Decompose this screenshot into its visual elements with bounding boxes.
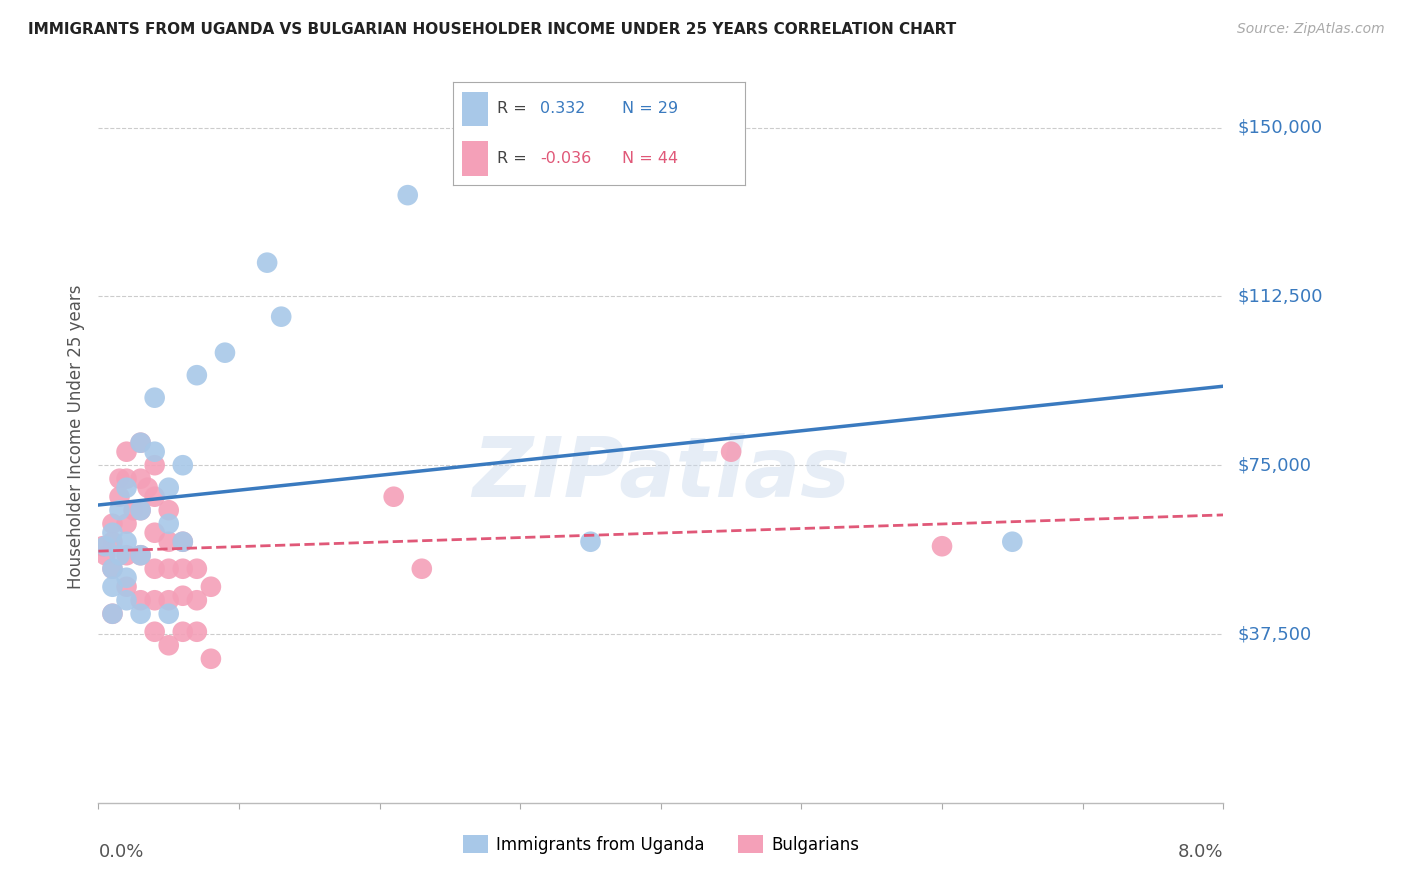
Point [129,435,152,450]
Y-axis label: Householder Income Under 25 years: Householder Income Under 25 years [66,285,84,590]
Point [108,503,131,517]
Point [129,548,152,562]
Point [129,472,152,486]
Point [157,516,180,531]
Point [129,607,152,621]
Point [186,368,208,383]
Point [101,562,124,576]
Text: $75,000: $75,000 [1237,456,1312,475]
Text: IMMIGRANTS FROM UGANDA VS BULGARIAN HOUSEHOLDER INCOME UNDER 25 YEARS CORRELATIO: IMMIGRANTS FROM UGANDA VS BULGARIAN HOUS… [28,22,956,37]
Point [115,534,138,549]
Point [143,444,166,458]
Point [931,539,953,553]
Point [143,458,166,473]
Point [122,503,145,517]
Point [720,444,742,458]
Point [172,562,194,576]
Point [214,345,236,359]
Point [186,562,208,576]
Point [94,548,117,562]
Point [101,525,124,540]
Text: $37,500: $37,500 [1237,625,1312,643]
Point [115,444,138,458]
Point [157,503,180,517]
Text: $112,500: $112,500 [1237,287,1323,305]
Point [382,490,405,504]
Point [172,534,194,549]
Point [157,534,180,549]
Point [91,539,114,553]
Point [143,562,166,576]
Point [200,580,222,594]
Point [172,458,194,473]
Point [115,593,138,607]
Point [129,593,152,607]
Point [136,481,159,495]
Legend: Immigrants from Uganda, Bulgarians: Immigrants from Uganda, Bulgarians [456,829,866,860]
Point [129,548,152,562]
Point [143,525,166,540]
Point [129,503,152,517]
Text: ZIPatlas: ZIPatlas [472,434,849,514]
Point [1001,534,1024,549]
Point [172,624,194,639]
Point [143,391,166,405]
Point [256,255,278,269]
Text: Source: ZipAtlas.com: Source: ZipAtlas.com [1237,22,1385,37]
Point [157,481,180,495]
Text: 8.0%: 8.0% [1178,843,1223,861]
Point [186,593,208,607]
Point [101,534,124,549]
Point [101,516,124,531]
Point [579,534,602,549]
Point [200,652,222,666]
Point [108,548,131,562]
Point [157,638,180,652]
Point [270,310,292,324]
Point [108,490,131,504]
Point [411,562,433,576]
Point [101,607,124,621]
Point [101,562,124,576]
Point [115,580,138,594]
Point [172,589,194,603]
Text: 0.0%: 0.0% [98,843,143,861]
Point [115,548,138,562]
Point [143,624,166,639]
Point [172,534,194,549]
Point [108,472,131,486]
Point [396,188,419,202]
Point [101,607,124,621]
Point [129,435,152,450]
Point [115,571,138,585]
Point [143,490,166,504]
Text: $150,000: $150,000 [1237,119,1322,136]
Point [157,607,180,621]
Point [115,481,138,495]
Point [143,593,166,607]
Point [115,472,138,486]
Point [186,624,208,639]
Point [101,580,124,594]
Point [115,516,138,531]
Point [157,593,180,607]
Point [129,503,152,517]
Point [94,539,117,553]
Point [157,562,180,576]
